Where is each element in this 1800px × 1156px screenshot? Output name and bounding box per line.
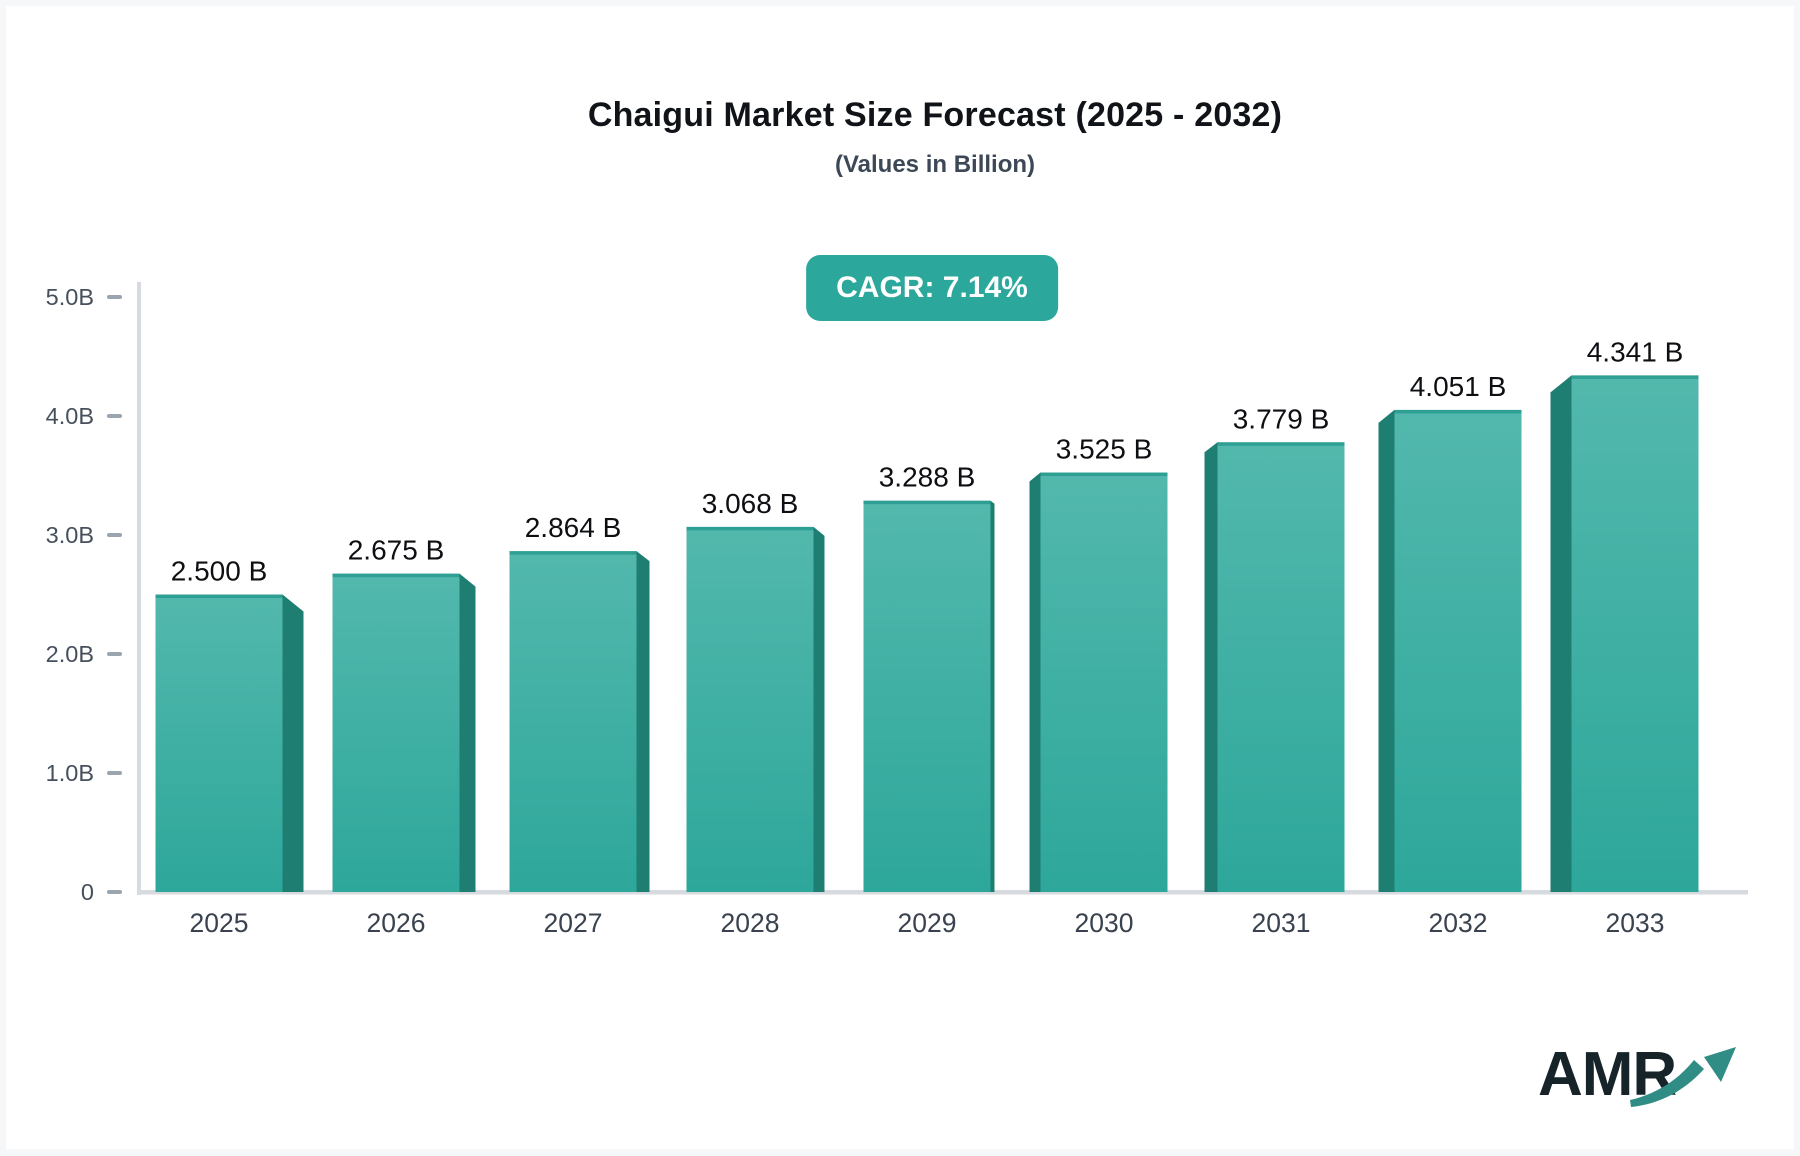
x-category-label: 2032 — [1429, 908, 1488, 938]
x-axis-line — [137, 890, 1748, 895]
bar-value-label: 2.675 B — [348, 535, 445, 566]
bar-value-label: 3.779 B — [1233, 403, 1330, 434]
bar-face — [332, 573, 460, 892]
bar-side-face — [459, 573, 476, 892]
bar-value-label: 2.500 B — [171, 556, 268, 587]
y-tick-label: 1.0B — [46, 760, 94, 786]
chart-card: Chaigui Market Size Forecast (2025 - 203… — [6, 6, 1794, 1149]
chart-bars — [155, 375, 1699, 892]
bar-top-edge — [1571, 375, 1699, 379]
x-category-label: 2025 — [190, 908, 249, 938]
bar-value-label: 2.864 B — [525, 512, 622, 543]
x-category-label: 2027 — [544, 908, 603, 938]
bar-face — [155, 594, 283, 892]
bar-top-edge — [686, 526, 814, 531]
bar-value-label: 3.068 B — [702, 488, 799, 519]
y-tick-dash — [107, 652, 122, 656]
bar-face — [1571, 375, 1699, 892]
bar-side-face — [1204, 442, 1218, 892]
bar-side-face — [813, 526, 825, 892]
bar-top-edge — [1394, 409, 1522, 414]
x-category-label: 2026 — [367, 908, 426, 938]
y-tick-dash — [107, 771, 122, 775]
x-category-label: 2030 — [1075, 908, 1134, 938]
bar-side-face — [1378, 409, 1395, 892]
amr-logo: AMR — [1538, 1036, 1758, 1122]
cagr-badge: CAGR: 7.14% — [806, 255, 1058, 321]
bar-top-edge — [155, 594, 283, 598]
bar-top-edge — [332, 573, 460, 578]
bar-top-edge — [1040, 472, 1168, 477]
bar-side-face — [1550, 375, 1572, 892]
bar-value-label: 3.288 B — [879, 462, 976, 493]
bar-top-edge — [863, 500, 991, 505]
bar-value-label: 4.341 B — [1587, 336, 1684, 367]
y-tick-dash — [107, 295, 122, 299]
bar-chart: 0 1.0B 2.0B 3.0B 4.0B 5.0B 2.500 B 2025 2.675 B… — [46, 282, 1748, 938]
y-tick-dash — [107, 890, 122, 894]
x-category-label: 2028 — [721, 908, 780, 938]
bar-face — [1394, 409, 1522, 892]
bar-side-face — [636, 551, 650, 892]
bar-side-face — [1029, 472, 1041, 892]
bar-face — [1040, 472, 1168, 892]
chart-labels: 2.500 B 2025 2.675 B 2026 2.864 B 2027 3.068 B… — [171, 336, 1684, 938]
bar-face — [1217, 442, 1345, 892]
y-tick-dash — [107, 414, 122, 418]
y-tick-label: 0 — [81, 879, 94, 905]
bar-top-edge — [509, 551, 637, 555]
bar-value-label: 4.051 B — [1410, 371, 1507, 402]
y-tick-label: 3.0B — [46, 522, 94, 548]
bar-side-face — [282, 594, 304, 892]
y-tick-label: 2.0B — [46, 641, 94, 667]
bar-face — [509, 551, 637, 892]
y-tick-dash — [107, 533, 122, 537]
bar-value-label: 3.525 B — [1056, 434, 1153, 465]
x-category-label: 2029 — [898, 908, 957, 938]
amr-logo-arrow-icon — [1630, 1047, 1736, 1107]
y-axis-line — [137, 282, 141, 895]
y-tick-label: 4.0B — [46, 403, 94, 429]
bar-top-edge — [1217, 442, 1345, 446]
bar-side-face — [990, 500, 995, 892]
chart-axes: 0 1.0B 2.0B 3.0B 4.0B 5.0B — [46, 282, 1748, 905]
x-category-label: 2031 — [1252, 908, 1311, 938]
bar-face — [686, 526, 814, 892]
y-tick-label: 5.0B — [46, 284, 94, 310]
x-category-label: 2033 — [1606, 908, 1665, 938]
bar-face — [863, 500, 991, 892]
cagr-badge-label: CAGR: 7.14% — [836, 271, 1028, 304]
